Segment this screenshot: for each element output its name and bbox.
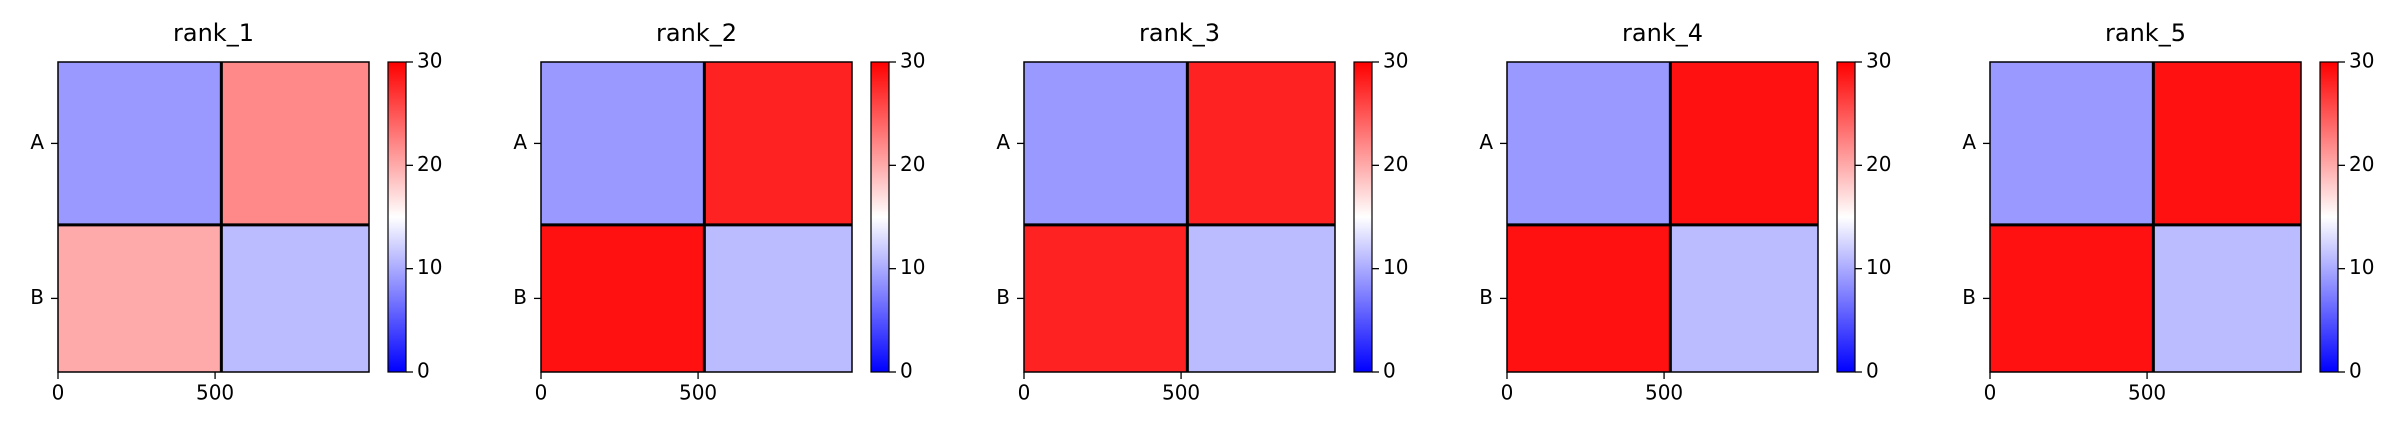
colorbar-tick-label: 0 [900, 359, 913, 383]
colorbar-tick-label: 10 [1383, 255, 1408, 279]
heatmap-cell [1990, 224, 2154, 372]
x-tick-label: 500 [196, 381, 234, 405]
heatmap-cell [221, 62, 369, 225]
colorbar-tick-label: 0 [1383, 359, 1396, 383]
colorbar [387, 61, 407, 373]
colorbar-tick-label: 20 [1866, 152, 1891, 176]
colorbar-tick-label: 30 [900, 49, 925, 73]
colorbar-tick-label: 20 [2349, 152, 2374, 176]
colorbar-tick-label: 20 [900, 152, 925, 176]
x-tick-label: 500 [1162, 381, 1200, 405]
axes-frame [1023, 61, 1336, 373]
axes-frame [1989, 61, 2302, 373]
x-tick-label: 0 [52, 381, 65, 405]
colorbar [2319, 61, 2339, 373]
colorbar-tick-label: 10 [1866, 255, 1891, 279]
heatmap-cell [221, 224, 369, 372]
colorbar-tick-label: 30 [1383, 49, 1408, 73]
heatmap-cell [704, 224, 852, 372]
x-tick-label: 0 [1018, 381, 1031, 405]
heatmap-cell [704, 62, 852, 225]
colorbar-tick-label: 0 [2349, 359, 2362, 383]
colorbar-tick-label: 20 [1383, 152, 1408, 176]
heatmap-cell [2153, 224, 2301, 372]
heatmap-cell [1024, 224, 1188, 372]
heatmap-cell [1507, 62, 1671, 225]
y-tick-label: B [1479, 285, 1493, 309]
panel-title: rank_5 [2105, 19, 2186, 47]
y-tick-label: B [513, 285, 527, 309]
colorbar-tick-label: 0 [1866, 359, 1879, 383]
y-tick-label: B [1962, 285, 1976, 309]
y-tick-label: A [30, 130, 44, 154]
colorbar [870, 61, 890, 373]
axes-frame [57, 61, 370, 373]
colorbar-tick-label: 30 [1866, 49, 1891, 73]
axes-frame [1506, 61, 1819, 373]
y-tick-label: A [1479, 130, 1493, 154]
panel-title: rank_2 [656, 19, 737, 47]
colorbar [1836, 61, 1856, 373]
y-tick-label: A [1962, 130, 1976, 154]
heatmap-cell [1670, 224, 1818, 372]
heatmap-cell [1187, 224, 1335, 372]
colorbar-tick-label: 0 [417, 359, 430, 383]
x-tick-label: 0 [1984, 381, 1997, 405]
heatmap-cell [58, 224, 222, 372]
y-tick-label: B [30, 285, 44, 309]
axes-frame [540, 61, 853, 373]
x-tick-label: 0 [1501, 381, 1514, 405]
x-tick-label: 500 [679, 381, 717, 405]
heatmap-cell [541, 224, 705, 372]
heatmap-cell [1187, 62, 1335, 225]
colorbar-tick-label: 10 [900, 255, 925, 279]
panel-title: rank_1 [173, 19, 254, 47]
heatmap-cell [1670, 62, 1818, 225]
heatmap-cell [58, 62, 222, 225]
y-tick-label: B [996, 285, 1010, 309]
heatmap-cell [1507, 224, 1671, 372]
heatmap-cell [1990, 62, 2154, 225]
colorbar-tick-label: 30 [417, 49, 442, 73]
colorbar-tick-label: 10 [2349, 255, 2374, 279]
colorbar-tick-label: 30 [2349, 49, 2374, 73]
colorbar [1353, 61, 1373, 373]
heatmap-cell [1024, 62, 1188, 225]
x-tick-label: 500 [1645, 381, 1683, 405]
colorbar-tick-label: 20 [417, 152, 442, 176]
x-tick-label: 0 [535, 381, 548, 405]
y-tick-label: A [513, 130, 527, 154]
y-tick-label: A [996, 130, 1010, 154]
x-tick-label: 500 [2128, 381, 2166, 405]
heatmap-cell [541, 62, 705, 225]
heatmap-cell [2153, 62, 2301, 225]
colorbar-tick-label: 10 [417, 255, 442, 279]
panel-title: rank_4 [1622, 19, 1703, 47]
panel-title: rank_3 [1139, 19, 1220, 47]
